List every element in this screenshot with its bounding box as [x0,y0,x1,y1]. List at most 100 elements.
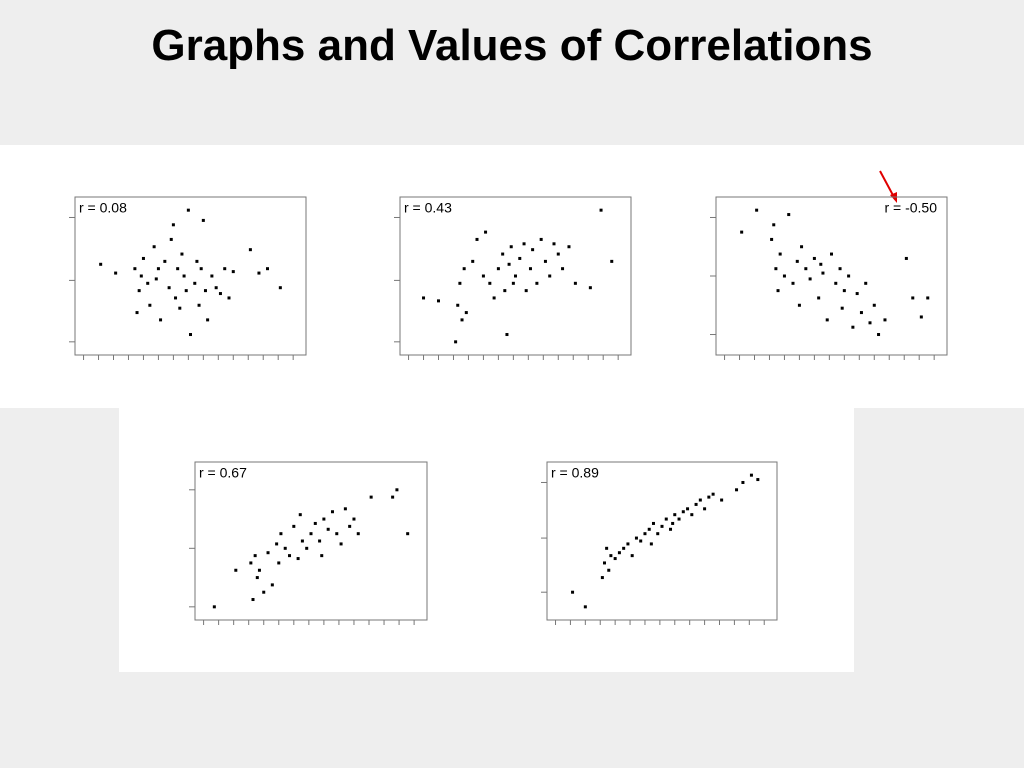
point [454,340,458,344]
point [141,256,145,260]
point [864,281,868,285]
point [283,546,287,550]
point [804,267,808,271]
point [819,262,823,266]
point [797,303,801,307]
point [262,590,266,594]
point [531,248,535,252]
point [464,311,468,315]
point [774,267,778,271]
point [639,539,643,543]
point [266,551,270,555]
point [821,271,825,275]
point [437,299,440,303]
point [462,267,466,271]
point [275,542,279,546]
point [227,296,231,300]
point [609,554,613,558]
point [231,270,235,274]
point [278,286,282,290]
point [152,245,156,249]
point [840,306,844,310]
point [257,271,261,275]
point [926,296,930,300]
point [795,259,799,263]
point [711,492,715,496]
point [266,267,269,271]
point [348,524,352,528]
plot-frame [194,461,428,621]
point [313,521,317,525]
point [212,605,216,609]
point [507,262,511,266]
point [855,292,859,296]
point [561,267,565,271]
point [156,267,160,271]
correlation-label: r = 0.43 [404,200,452,216]
point [552,242,556,246]
point [825,318,829,322]
point [643,532,647,536]
point [475,237,479,241]
point [182,274,186,278]
point [270,583,274,587]
point [481,274,485,278]
point [749,473,753,477]
point [135,311,139,315]
point [834,281,838,285]
point [406,532,410,536]
point [309,532,313,536]
point [782,274,786,278]
point [694,502,698,506]
point [339,542,343,546]
point [528,267,532,271]
point [509,245,513,249]
point [567,245,571,249]
point [838,267,842,271]
point [791,281,795,285]
point [617,551,621,555]
point [859,311,863,315]
point [171,223,175,227]
point [488,281,492,285]
point [603,561,606,565]
point [422,296,426,300]
point [199,267,203,271]
point [883,318,887,322]
point [600,576,604,580]
point [296,557,300,561]
point [800,245,804,249]
point [137,289,141,293]
point [776,289,780,293]
point [770,237,774,241]
point [391,495,395,499]
point [588,286,592,290]
plot-frame [546,461,778,621]
point [812,256,816,260]
point [460,318,464,322]
point [189,333,192,337]
point [830,252,833,256]
point [904,256,908,260]
point [99,262,103,266]
point [686,507,690,511]
point [647,527,651,531]
point [851,325,855,329]
point [320,554,324,558]
point [206,318,210,322]
point [707,495,711,499]
point [607,568,611,572]
point [703,507,707,511]
point [471,259,475,263]
point [167,286,171,290]
point [169,237,173,241]
point [253,554,257,558]
point [535,281,539,285]
point [163,259,167,263]
point [201,218,205,222]
point [318,539,322,543]
correlation-label: r = -0.50 [884,200,937,216]
point [322,517,326,521]
plot-frame [74,196,307,356]
